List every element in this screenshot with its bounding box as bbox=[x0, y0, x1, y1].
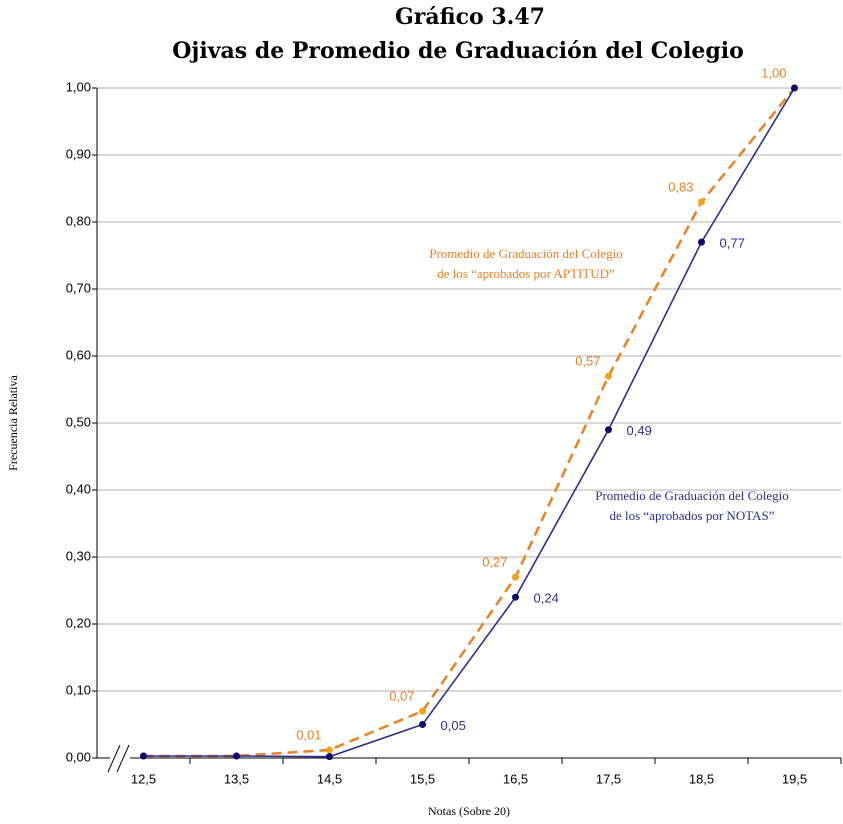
x-tick-label: 13,5 bbox=[224, 771, 249, 786]
data-point bbox=[605, 372, 612, 380]
data-point bbox=[791, 84, 798, 92]
data-point bbox=[326, 746, 333, 754]
x-tick-label: 14,5 bbox=[317, 771, 342, 786]
data-label: 0,57 bbox=[575, 354, 600, 369]
y-tick-label: 0,50 bbox=[66, 414, 91, 429]
data-point bbox=[233, 752, 240, 760]
annotation: Promedio de Graduación del Colegio bbox=[429, 246, 623, 261]
data-point bbox=[419, 707, 426, 715]
data-point bbox=[512, 573, 519, 581]
x-tick-label: 19,5 bbox=[782, 771, 807, 786]
y-tick-label: 0,70 bbox=[66, 280, 91, 295]
x-tick-label: 17,5 bbox=[596, 771, 621, 786]
chart-title: Ojivas de Promedio de Graduación del Col… bbox=[172, 38, 744, 64]
data-label: 0,27 bbox=[482, 555, 507, 570]
chart-title: Gráfico 3.47 bbox=[395, 4, 545, 30]
annotation: de los “aprobados por NOTAS” bbox=[609, 508, 774, 523]
y-tick-label: 0,90 bbox=[66, 146, 91, 161]
data-point bbox=[140, 752, 147, 760]
axis-break-bg bbox=[110, 748, 130, 770]
data-point bbox=[512, 593, 519, 601]
y-tick-label: 0,80 bbox=[66, 213, 91, 228]
data-label: 0,24 bbox=[534, 591, 559, 606]
data-label: 1,00 bbox=[761, 65, 786, 80]
axis-break bbox=[116, 744, 130, 773]
data-label: 0,01 bbox=[296, 727, 321, 742]
data-label: 0,83 bbox=[668, 179, 693, 194]
x-tick-label: 18,5 bbox=[689, 771, 714, 786]
x-tick-label: 15,5 bbox=[410, 771, 435, 786]
y-tick-label: 1,00 bbox=[66, 79, 91, 94]
y-axis-title: Frecuencia Relativa bbox=[6, 375, 20, 471]
x-axis-title: Notas (Sobre 20) bbox=[428, 804, 510, 818]
y-tick-label: 0,40 bbox=[66, 481, 91, 496]
data-label: 0,49 bbox=[627, 423, 652, 438]
data-label: 0,07 bbox=[389, 689, 414, 704]
y-tick-label: 0,20 bbox=[66, 615, 91, 630]
series-line bbox=[143, 87, 796, 758]
y-tick-label: 0,30 bbox=[66, 548, 91, 563]
x-tick-label: 16,5 bbox=[503, 771, 528, 786]
y-tick-label: 0,60 bbox=[66, 347, 91, 362]
data-label: 0,05 bbox=[441, 718, 466, 733]
data-point bbox=[698, 238, 705, 246]
data-point bbox=[326, 753, 333, 761]
data-point bbox=[698, 198, 705, 206]
data-point bbox=[419, 721, 426, 728]
x-tick-label: 12,5 bbox=[131, 771, 156, 786]
data-point bbox=[605, 426, 612, 434]
annotation: Promedio de Graduación del Colegio bbox=[595, 488, 789, 503]
series-line bbox=[143, 87, 796, 758]
y-tick-label: 0,10 bbox=[66, 682, 91, 697]
y-tick-label: 0,00 bbox=[66, 749, 91, 764]
data-label: 0,77 bbox=[720, 236, 745, 251]
axis-break bbox=[107, 744, 121, 773]
annotation: de los “aprobados por APTITUD” bbox=[437, 266, 615, 281]
